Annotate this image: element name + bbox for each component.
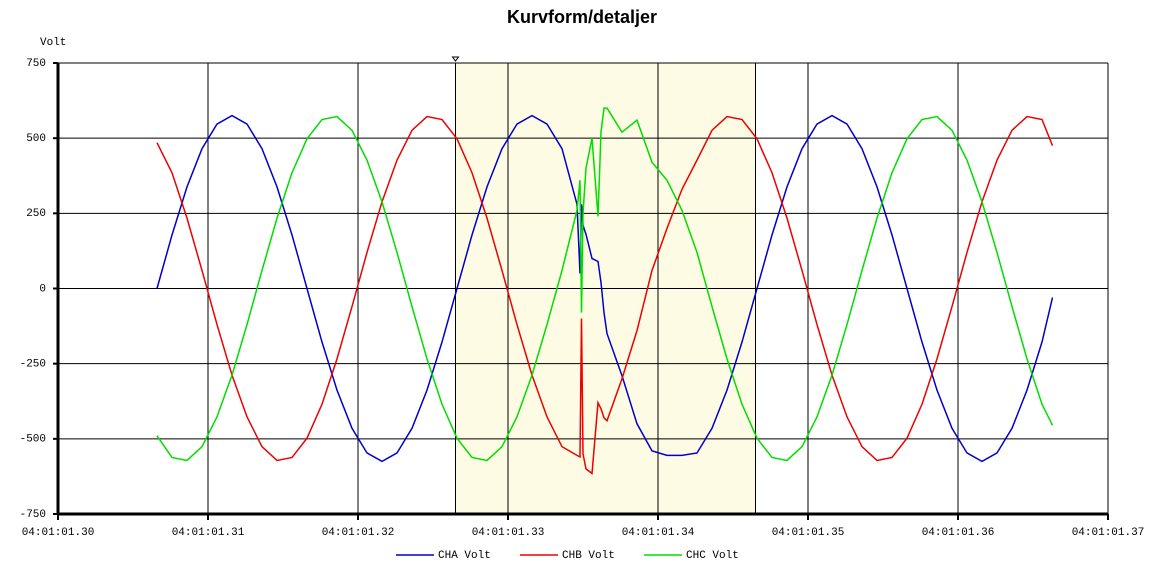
x-tick-label: 04:01:01.36 [922, 527, 995, 539]
y-tick-label: 500 [26, 133, 46, 145]
y-tick-label: -750 [20, 509, 46, 521]
series-line [156, 115, 1054, 475]
x-tick-label: 04:01:01.37 [1072, 527, 1145, 539]
y-tick-label: 250 [26, 208, 46, 220]
y-tick-label: -250 [20, 359, 46, 371]
series-line [156, 107, 1054, 462]
y-axis-label: Volt [40, 37, 66, 49]
y-tick-label: 750 [26, 58, 46, 70]
series-line [156, 114, 1054, 463]
x-tick-label: 04:01:01.31 [172, 527, 245, 539]
x-tick-label: 04:01:01.32 [322, 527, 395, 539]
x-tick-label: 04:01:01.35 [772, 527, 845, 539]
x-tick-label: 04:01:01.34 [622, 527, 695, 539]
legend-label: CHA Volt [438, 550, 491, 562]
x-tick-label: 04:01:01.33 [472, 527, 545, 539]
x-tick-label: 04:01:01.30 [22, 527, 95, 539]
y-tick-label: 0 [39, 283, 46, 295]
cursor-marker [451, 56, 460, 62]
y-tick-label: -500 [20, 434, 46, 446]
legend-label: CHC Volt [686, 550, 739, 562]
chart-title: Kurvform/detaljer [507, 7, 657, 27]
legend-label: CHB Volt [562, 550, 615, 562]
